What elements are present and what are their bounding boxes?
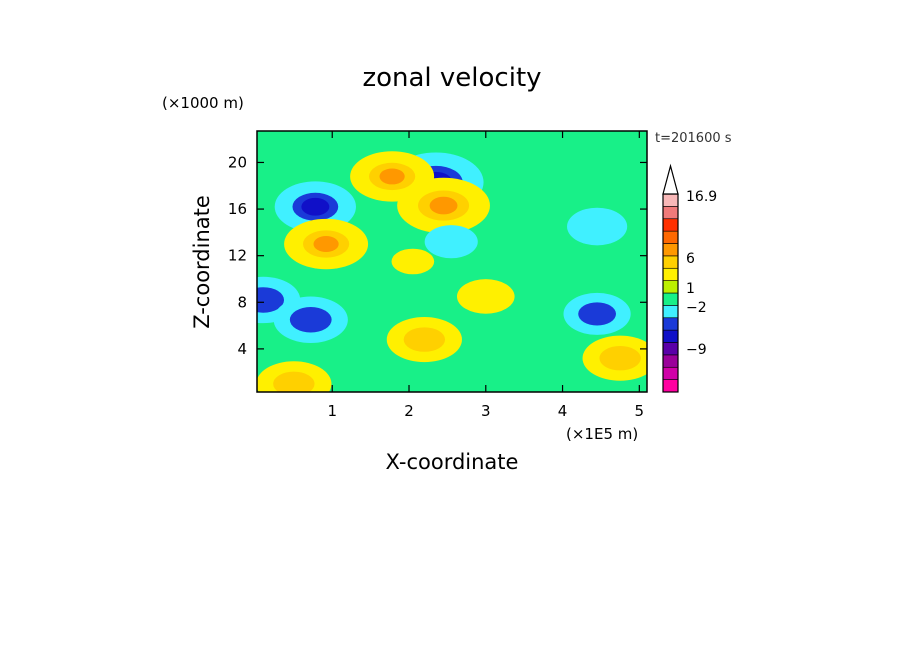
feature-core-9 [379, 168, 405, 185]
colorbar-swatch-0 [662, 379, 679, 393]
colorbar-swatch-1 [662, 366, 679, 380]
colorbar-swatch-6 [662, 305, 679, 319]
feature-core-1 [301, 197, 330, 216]
feature-mid-14 [599, 345, 641, 371]
x-tick-label-2: 3 [481, 402, 491, 420]
field-feature-13 [386, 317, 462, 363]
feature-core-8 [313, 236, 339, 253]
x-axis-label: X-coordinate [386, 450, 519, 474]
colorbar-top-arrow [662, 163, 679, 195]
colorbar-label-0: 16.9 [686, 189, 717, 205]
field-feature-14 [582, 335, 647, 381]
feature-mid-12 [273, 371, 315, 392]
field-feature-12 [257, 361, 332, 392]
x-tick-label-0: 1 [327, 402, 337, 420]
x-tick-label-1: 2 [404, 402, 414, 420]
field-feature-11 [456, 279, 515, 314]
colorbar-swatch-2 [662, 354, 679, 368]
feature-outer-10 [424, 225, 478, 259]
x-axis: 1 2 3 4 5 [327, 131, 644, 420]
x-tick-label-4: 5 [635, 402, 645, 420]
field-feature-4 [563, 292, 631, 335]
field-feature-9 [350, 151, 435, 202]
colorbar-swatch-12 [662, 230, 679, 244]
feature-mid-2 [257, 287, 285, 313]
colorbar-swatch-3 [662, 342, 679, 356]
colorbar-swatch-13 [662, 218, 679, 232]
colorbar-swatch-4 [662, 329, 679, 343]
chart-title: zonal velocity [362, 63, 541, 93]
feature-mid-3 [289, 306, 332, 333]
colorbar-swatch-7 [662, 292, 679, 306]
field-feature-1 [274, 181, 356, 233]
field-feature-5 [567, 207, 628, 246]
colorbar-swatch-5 [662, 317, 679, 331]
feature-outer-11 [456, 279, 515, 314]
colorbar-label-1: 6 [686, 251, 695, 267]
feature-core-7 [429, 196, 458, 215]
contour-field [257, 131, 647, 392]
colorbar-label-3: −2 [686, 300, 707, 316]
time-label: t=201600 s [655, 131, 732, 146]
x-tick-label-3: 4 [558, 402, 568, 420]
plot-frame [256, 130, 648, 393]
y-axis: 4 8 12 16 20 [228, 153, 647, 358]
field-feature-10 [424, 225, 478, 259]
colorbar-swatch-11 [662, 243, 679, 257]
field-feature-6 [391, 248, 435, 275]
field-feature-3 [273, 296, 348, 343]
y-axis-label: Z-coordinate [190, 195, 214, 329]
x-unit-label: (×1E5 m) [566, 425, 638, 443]
field-marks [257, 151, 647, 392]
colorbar-label-2: 1 [686, 281, 695, 297]
field-feature-8 [284, 218, 369, 270]
feature-outer-6 [391, 248, 435, 275]
y-tick-label-0: 4 [237, 340, 247, 358]
y-tick-label-1: 8 [237, 293, 247, 311]
colorbar: 16.9 6 1 −2 −9 [662, 163, 717, 393]
y-tick-label-3: 16 [228, 200, 247, 218]
y-tick-label-2: 12 [228, 247, 247, 265]
colorbar-swatch-14 [662, 206, 679, 220]
feature-mid-4 [578, 302, 616, 326]
colorbar-swatch-10 [662, 255, 679, 269]
colorbar-swatch-9 [662, 267, 679, 281]
colorbar-swatch-8 [662, 280, 679, 294]
y-tick-label-4: 20 [228, 153, 247, 171]
feature-mid-13 [403, 327, 446, 352]
y-unit-label: (×1000 m) [162, 94, 244, 112]
feature-outer-5 [567, 207, 628, 246]
colorbar-swatch-15 [662, 193, 679, 207]
colorbar-label-4: −9 [686, 342, 707, 358]
